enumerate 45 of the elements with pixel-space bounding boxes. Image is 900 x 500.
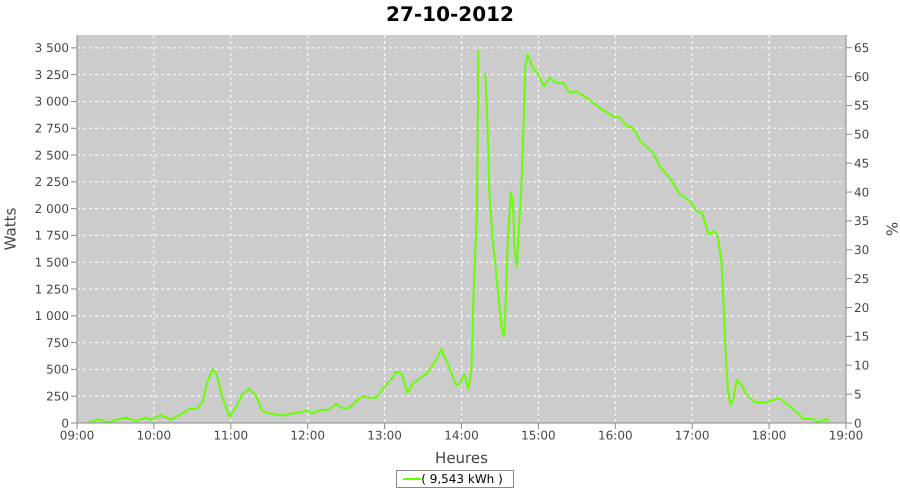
y-tick-label: 2 500 <box>34 148 69 162</box>
y2-tick-label: 35 <box>854 214 870 228</box>
y-tick-label: 500 <box>46 362 69 377</box>
x-tick-label: 16:00 <box>598 428 633 443</box>
x-tick-label: 19:00 <box>828 428 864 443</box>
y-tick-label: 2 750 <box>34 122 69 136</box>
y-tick-label: 2 250 <box>34 175 69 190</box>
y-tick-label: 1 000 <box>34 309 69 324</box>
y-tick-label: 3 000 <box>34 94 69 109</box>
y2-tick-label: 20 <box>854 300 870 315</box>
y-tick-label: 250 <box>46 389 69 404</box>
legend-label: ( 9,543 kWh ) <box>421 472 503 486</box>
chart-title: 27-10-2012 <box>385 2 515 26</box>
y-tick-label: 1 250 <box>34 282 69 296</box>
y2-tick-label: 55 <box>854 98 870 113</box>
x-tick-label: 10:00 <box>136 428 172 443</box>
y2-axis-title: % <box>883 222 900 236</box>
x-tick-label: 18:00 <box>752 428 786 443</box>
y2-tick-label: 40 <box>854 185 870 200</box>
y-tick-label: 2 000 <box>34 202 69 216</box>
y2-tick-label: 25 <box>854 272 870 286</box>
y2-tick-label: 5 <box>854 387 862 402</box>
y-tick-label: 1 500 <box>34 255 69 270</box>
x-tick-label: 17:00 <box>674 428 710 443</box>
y-tick-label: 3 500 <box>34 41 69 56</box>
y2-tick-label: 10 <box>854 358 870 373</box>
x-tick-label: 12:00 <box>290 428 325 443</box>
y2-tick-label: 0 <box>854 416 862 430</box>
x-tick-label: 09:00 <box>60 428 94 443</box>
y2-tick-label: 45 <box>854 156 870 170</box>
y-tick-label: 1 750 <box>34 228 69 243</box>
x-tick-label: 15:00 <box>521 428 556 443</box>
x-axis-title: Heures <box>435 449 488 467</box>
y-tick-label: 750 <box>46 336 69 350</box>
y2-tick-label: 15 <box>854 330 870 344</box>
y2-tick-label: 30 <box>854 243 870 258</box>
y2-tick-label: 50 <box>854 128 870 142</box>
y-tick-label: 0 <box>61 416 69 430</box>
x-tick-label: 14:00 <box>444 428 479 443</box>
y2-tick-label: 60 <box>854 70 870 84</box>
y-axis-title: Watts <box>1 208 20 250</box>
y-tick-label: 3 250 <box>34 68 69 82</box>
x-tick-label: 11:00 <box>214 428 248 443</box>
x-tick-label: 13:00 <box>367 428 402 443</box>
y2-tick-label: 65 <box>854 40 870 55</box>
